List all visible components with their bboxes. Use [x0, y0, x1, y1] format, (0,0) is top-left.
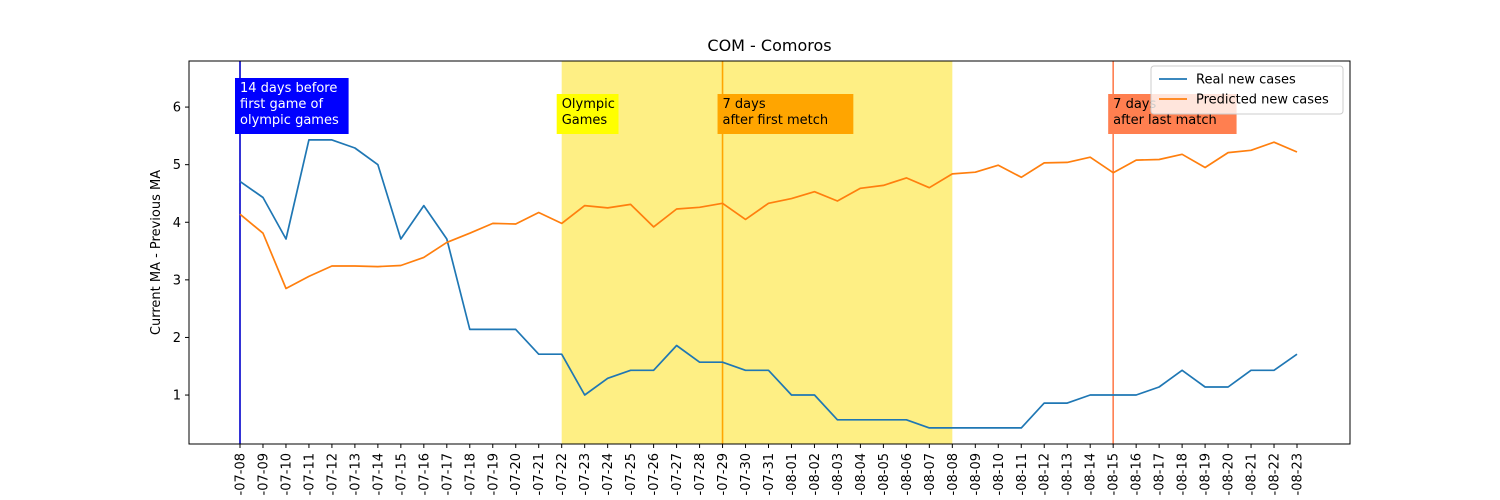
legend-label: Real new cases — [1196, 73, 1296, 88]
x-tick-label: -08-14 — [1084, 453, 1099, 495]
series-line-real-new-cases — [239, 139, 1298, 429]
x-tick-label: -08-23 — [1291, 453, 1306, 495]
x-tick-label: -07-12 — [325, 453, 340, 495]
y-tick-label: 2 — [173, 331, 181, 346]
annotation-text: Olympic — [562, 97, 615, 112]
x-tick-label: -07-13 — [348, 453, 363, 495]
y-tick-label: 5 — [173, 158, 181, 173]
x-tick-label: -08-05 — [877, 453, 892, 495]
annotation-text: 7 days — [1113, 97, 1156, 112]
x-tick-label: -08-21 — [1245, 453, 1260, 495]
x-tick-label: -07-09 — [256, 453, 271, 495]
annotation-text: 7 days — [723, 97, 766, 112]
x-tick-label: -08-13 — [1061, 453, 1076, 495]
series-line-predicted-new-cases — [239, 141, 1298, 290]
x-tick-label: -07-28 — [693, 453, 708, 495]
x-tick-label: -08-15 — [1107, 453, 1122, 495]
x-tick-label: -07-15 — [394, 453, 409, 495]
x-tick-label: -07-17 — [440, 453, 455, 495]
x-tick-label: -07-29 — [716, 453, 731, 495]
x-tick-label: -07-16 — [417, 453, 432, 495]
annotation-box — [556, 94, 619, 134]
annotation-text: olympic games — [240, 113, 339, 128]
plot-area — [188, 60, 1351, 445]
legend-box — [1150, 65, 1344, 115]
x-tick-label: -08-10 — [992, 453, 1007, 495]
x-tick-label: -07-31 — [762, 453, 777, 495]
annotation-text: Games — [562, 113, 608, 128]
annotation-text: first game of — [240, 97, 324, 112]
x-tick-label: -08-12 — [1038, 453, 1053, 495]
x-tick-label: -08-22 — [1268, 453, 1283, 495]
x-tick-label: -07-30 — [739, 453, 754, 495]
x-tick-label: -07-21 — [532, 453, 547, 495]
x-tick-label: -08-04 — [854, 453, 869, 495]
annotation-text: 14 days before — [240, 81, 337, 96]
x-tick-label: -07-19 — [486, 453, 501, 495]
x-tick-label: -08-11 — [1015, 453, 1030, 495]
y-tick-label: 4 — [173, 216, 181, 231]
x-tick-label: -08-17 — [1153, 453, 1168, 495]
annotation-box — [717, 94, 854, 134]
annotation-text: after last match — [1113, 113, 1217, 128]
annotation-box — [235, 78, 349, 134]
x-tick-label: -08-01 — [785, 453, 800, 495]
x-tick-label: -08-08 — [946, 453, 961, 495]
x-tick-label: -08-09 — [969, 453, 984, 495]
x-tick-label: -07-27 — [670, 453, 685, 495]
y-tick-label: 1 — [173, 389, 181, 404]
legend-label: Predicted new cases — [1196, 93, 1329, 108]
x-tick-label: -07-25 — [624, 453, 639, 495]
x-tick-label: -07-20 — [509, 453, 524, 495]
x-tick-label: -08-07 — [923, 453, 938, 495]
x-tick-label: -07-14 — [371, 453, 386, 495]
x-tick-label: -07-22 — [555, 453, 570, 495]
y-tick-label: 6 — [173, 101, 181, 116]
x-tick-label: -08-19 — [1199, 453, 1214, 495]
x-tick-label: -08-06 — [900, 453, 915, 495]
x-tick-label: -07-26 — [647, 453, 662, 495]
x-tick-label: -08-20 — [1222, 453, 1237, 495]
x-tick-label: -07-24 — [601, 453, 616, 495]
x-tick-label: -07-23 — [578, 453, 593, 495]
x-tick-label: -07-18 — [463, 453, 478, 495]
x-tick-label: -07-11 — [302, 453, 317, 495]
x-tick-label: -08-18 — [1176, 453, 1191, 495]
y-axis-label: Current MA - Previous MA — [149, 170, 164, 335]
x-tick-label: -08-16 — [1130, 453, 1145, 495]
annotation-text: after first metch — [723, 113, 829, 128]
chart-title: COM - Comoros — [707, 36, 831, 55]
x-tick-label: -08-02 — [808, 453, 823, 495]
x-tick-label: -08-03 — [831, 453, 846, 495]
legend: Real new cases Predicted new cases — [1150, 65, 1344, 115]
x-tick-label: -07-08 — [234, 453, 249, 495]
x-tick-label: -07-10 — [279, 453, 294, 495]
y-tick-label: 3 — [173, 273, 181, 288]
